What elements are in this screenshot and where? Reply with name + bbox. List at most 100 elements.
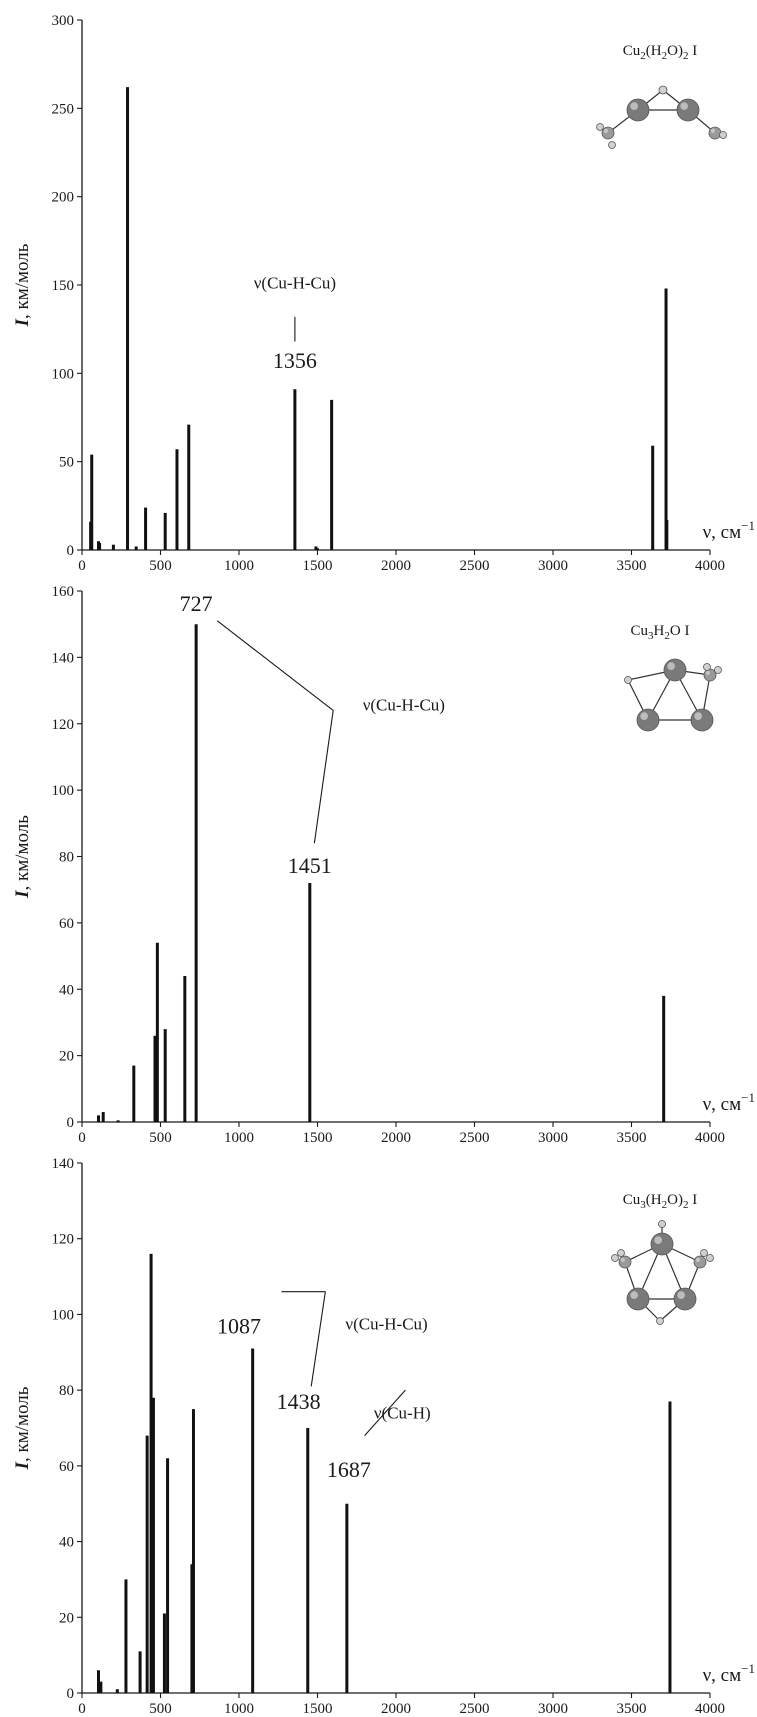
y-tick-label: 100 bbox=[52, 366, 75, 382]
copper-atom-highlight bbox=[667, 662, 676, 671]
hydrogen-atom-highlight bbox=[715, 667, 719, 671]
hydrogen-atom bbox=[608, 141, 616, 149]
annotation-label: 1687 bbox=[327, 1457, 371, 1482]
x-axis-label: ν, см−1 bbox=[703, 1661, 755, 1686]
oxygen-atom bbox=[708, 126, 722, 140]
x-tick-label: 4000 bbox=[695, 1130, 725, 1146]
oxygen-atom-highlight bbox=[710, 128, 716, 133]
y-tick-label: 60 bbox=[59, 916, 74, 932]
y-tick-label: 300 bbox=[52, 13, 75, 29]
oxygen-atom-highlight bbox=[695, 1257, 701, 1262]
x-tick-label: 0 bbox=[78, 558, 86, 574]
copper-atom bbox=[673, 1287, 697, 1311]
y-tick-label: 20 bbox=[59, 1610, 74, 1626]
copper-atom bbox=[690, 708, 714, 732]
hydrogen-atom bbox=[617, 1249, 625, 1257]
x-tick-label: 3000 bbox=[538, 1701, 568, 1717]
annotation-label: 1451 bbox=[288, 853, 332, 878]
annotation-label: ν(Cu-H-Cu) bbox=[345, 1315, 427, 1334]
copper-atom bbox=[650, 1232, 674, 1256]
copper-atom-highlight bbox=[630, 102, 639, 110]
y-tick-label: 50 bbox=[59, 455, 74, 471]
y-axis-label: I, км/моль bbox=[12, 815, 33, 899]
y-axis-label: I, км/моль bbox=[12, 243, 33, 327]
annotation-leader bbox=[216, 620, 334, 711]
y-tick-label: 80 bbox=[59, 1383, 74, 1399]
hydrogen-atom bbox=[658, 85, 668, 95]
x-axis-label: ν, см−1 bbox=[703, 518, 755, 543]
x-tick-label: 1500 bbox=[303, 558, 333, 574]
y-tick-label: 40 bbox=[59, 1535, 74, 1551]
x-tick-label: 4000 bbox=[695, 558, 725, 574]
copper-atom-highlight bbox=[630, 1291, 639, 1299]
y-tick-label: 0 bbox=[67, 1686, 75, 1702]
oxygen-atom bbox=[601, 126, 615, 140]
y-tick-label: 100 bbox=[52, 1307, 75, 1323]
x-tick-label: 2000 bbox=[381, 1130, 411, 1146]
x-tick-label: 1500 bbox=[303, 1130, 333, 1146]
x-tick-label: 4000 bbox=[695, 1701, 725, 1717]
x-tick-label: 1500 bbox=[303, 1701, 333, 1717]
oxygen-atom bbox=[618, 1255, 632, 1269]
annotation-leader bbox=[313, 710, 334, 844]
y-tick-label: 250 bbox=[52, 101, 75, 117]
x-tick-label: 3500 bbox=[617, 558, 647, 574]
x-tick-label: 2500 bbox=[460, 1130, 490, 1146]
annotation-label: 1356 bbox=[273, 348, 317, 373]
copper-atom bbox=[663, 658, 687, 682]
x-tick-label: 3500 bbox=[617, 1130, 647, 1146]
hydrogen-atom bbox=[703, 663, 711, 671]
y-tick-label: 60 bbox=[59, 1459, 74, 1475]
annotation-leader bbox=[364, 1389, 406, 1436]
y-tick-label: 200 bbox=[52, 190, 75, 206]
x-tick-label: 1000 bbox=[224, 1701, 254, 1717]
annotation-label: 727 bbox=[180, 591, 213, 616]
x-tick-label: 3000 bbox=[538, 558, 568, 574]
x-tick-label: 2500 bbox=[460, 558, 490, 574]
copper-atom-highlight bbox=[640, 712, 649, 721]
y-tick-label: 150 bbox=[52, 278, 75, 294]
hydrogen-atom bbox=[706, 1254, 714, 1262]
hydrogen-atom-highlight bbox=[625, 677, 629, 681]
y-tick-label: 140 bbox=[52, 650, 75, 666]
hydrogen-atom-highlight bbox=[612, 1255, 616, 1258]
hydrogen-atom-highlight bbox=[660, 87, 663, 90]
copper-atom-highlight bbox=[694, 712, 703, 721]
x-tick-label: 500 bbox=[149, 1130, 172, 1146]
hydrogen-atom bbox=[658, 1220, 666, 1228]
copper-atom bbox=[636, 708, 660, 732]
annotation-leader bbox=[310, 1291, 326, 1387]
hydrogen-atom bbox=[596, 123, 604, 131]
molecule-structure bbox=[624, 658, 722, 732]
y-tick-label: 140 bbox=[52, 1156, 75, 1172]
x-tick-label: 1000 bbox=[224, 1130, 254, 1146]
copper-atom-highlight bbox=[680, 102, 689, 110]
x-axis-label: ν, см−1 bbox=[703, 1090, 755, 1115]
hydrogen-atom-highlight bbox=[609, 142, 613, 145]
hydrogen-atom-highlight bbox=[657, 1318, 661, 1321]
hydrogen-atom bbox=[624, 676, 632, 684]
y-tick-label: 100 bbox=[52, 783, 75, 799]
hydrogen-atom-highlight bbox=[659, 1221, 663, 1224]
copper-atom bbox=[626, 1287, 650, 1311]
y-tick-label: 40 bbox=[59, 982, 74, 998]
oxygen-atom bbox=[693, 1255, 707, 1269]
annotation-label: ν(Cu-H) bbox=[374, 1404, 431, 1423]
x-tick-label: 1000 bbox=[224, 558, 254, 574]
spectrum-panel-bottom: 0 20 40 60 80 100 120 140 0 500 1000 1500 2000 2500 30… bbox=[12, 1156, 755, 1717]
copper-atom bbox=[676, 98, 700, 122]
copper-atom-highlight bbox=[654, 1236, 663, 1244]
hydrogen-atom-highlight bbox=[707, 1255, 711, 1258]
y-axis-label: I, км/моль bbox=[12, 1386, 33, 1470]
x-tick-label: 3000 bbox=[538, 1130, 568, 1146]
x-tick-label: 500 bbox=[149, 1701, 172, 1717]
hydrogen-atom bbox=[611, 1254, 619, 1262]
oxygen-atom-highlight bbox=[620, 1257, 626, 1262]
hydrogen-atom-highlight bbox=[720, 132, 724, 135]
oxygen-atom-highlight bbox=[705, 670, 711, 676]
molecule-structure bbox=[611, 1220, 714, 1325]
hydrogen-atom bbox=[656, 1317, 664, 1325]
x-tick-label: 2000 bbox=[381, 558, 411, 574]
